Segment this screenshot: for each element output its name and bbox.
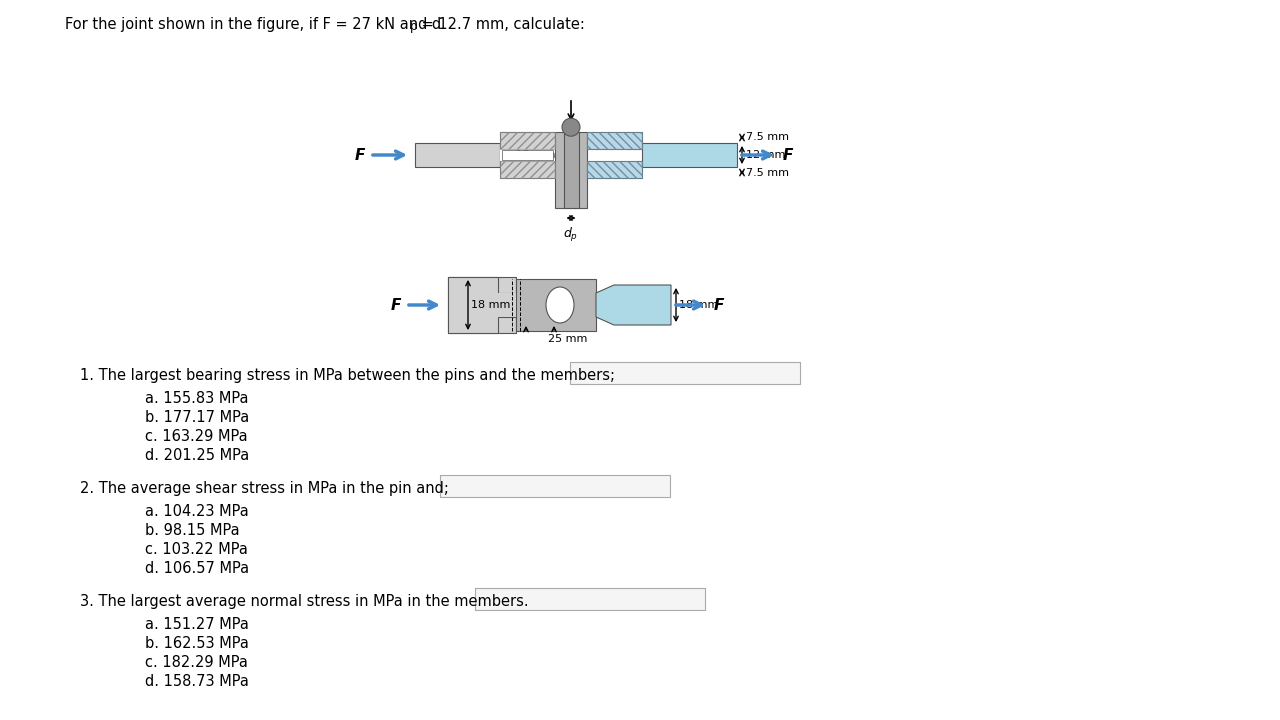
Text: 18 mm: 18 mm	[678, 300, 718, 310]
Bar	[415, 143, 500, 167]
Text: 18 mm: 18 mm	[471, 300, 511, 310]
Bar	[570, 362, 800, 384]
Bar	[475, 588, 705, 610]
Polygon shape	[596, 285, 671, 325]
Ellipse shape	[562, 118, 580, 136]
Text: 7.5 mm: 7.5 mm	[746, 132, 788, 143]
Text: d. 201.25 MPa: d. 201.25 MPa	[145, 448, 250, 463]
Bar	[588, 132, 643, 149]
Text: d. 106.57 MPa: d. 106.57 MPa	[145, 561, 250, 576]
Text: 7.5 mm: 7.5 mm	[746, 168, 788, 178]
Text: a. 151.27 MPa: a. 151.27 MPa	[145, 617, 248, 632]
Bar	[500, 132, 556, 149]
Text: a. 155.83 MPa: a. 155.83 MPa	[145, 391, 248, 406]
Text: c. 163.29 MPa: c. 163.29 MPa	[145, 429, 247, 444]
Ellipse shape	[547, 287, 573, 323]
Bar	[643, 143, 737, 167]
Bar	[588, 161, 643, 178]
Text: d. 158.73 MPa: d. 158.73 MPa	[145, 674, 248, 689]
Text: 25 mm: 25 mm	[548, 334, 588, 344]
Bar	[448, 277, 516, 333]
Bar	[556, 132, 588, 208]
Bar	[516, 279, 596, 331]
Text: For the joint shown in the figure, if F = 27 kN and d: For the joint shown in the figure, if F …	[65, 17, 442, 32]
Text: 12 mm: 12 mm	[746, 150, 786, 160]
Text: b. 177.17 MPa: b. 177.17 MPa	[145, 410, 250, 425]
Text: 12 mm: 12 mm	[516, 150, 556, 160]
Text: 2. The average shear stress in MPa in the pin and;: 2. The average shear stress in MPa in th…	[79, 481, 449, 496]
Text: b. 162.53 MPa: b. 162.53 MPa	[145, 636, 248, 651]
Bar	[500, 132, 556, 178]
Bar	[500, 161, 556, 178]
Text: c. 103.22 MPa: c. 103.22 MPa	[145, 542, 248, 557]
Bar	[588, 132, 643, 149]
Text: = 12.7 mm, calculate:: = 12.7 mm, calculate:	[417, 17, 585, 32]
Text: b. 98.15 MPa: b. 98.15 MPa	[145, 523, 239, 538]
Text: 3. The largest average normal stress in MPa in the members.: 3. The largest average normal stress in …	[79, 594, 529, 609]
Bar	[440, 475, 669, 497]
Text: F: F	[783, 148, 794, 163]
Text: F: F	[390, 297, 401, 312]
Text: F: F	[714, 297, 724, 312]
Text: a. 104.23 MPa: a. 104.23 MPa	[145, 504, 248, 519]
Bar	[563, 132, 579, 208]
Text: F: F	[355, 148, 365, 163]
Polygon shape	[448, 277, 516, 333]
Bar	[500, 149, 556, 161]
Bar	[588, 161, 643, 178]
Bar	[498, 293, 516, 317]
Text: 1. The largest bearing stress in MPa between the pins and the members;: 1. The largest bearing stress in MPa bet…	[79, 368, 614, 383]
Bar	[502, 150, 553, 160]
Text: p: p	[410, 20, 417, 33]
Text: $d_p$: $d_p$	[563, 226, 579, 244]
Text: c. 182.29 MPa: c. 182.29 MPa	[145, 655, 248, 670]
